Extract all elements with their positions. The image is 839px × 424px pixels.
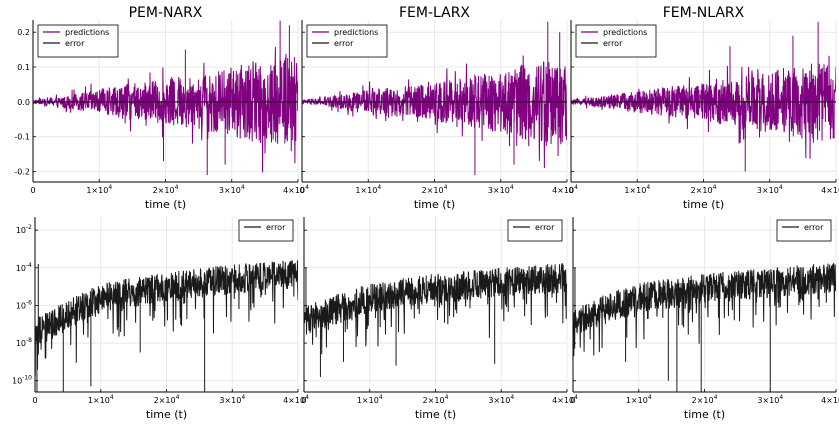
chart-panel-1: 0 1×104 2×104 3×104 4×104 -0.2 -0.1 0.0 0.1 0.2 PE…: [14, 5, 309, 211]
x-tick-label: 2×104: [692, 394, 718, 405]
x-tick-label: 1×104: [624, 184, 650, 195]
plot-area: [304, 263, 567, 377]
y-tick-label: 0.0: [17, 98, 30, 107]
legend: predictions error: [306, 24, 388, 58]
x-tick-label: 1×104: [88, 394, 114, 405]
legend-box: [37, 24, 119, 58]
x-tick-label: 3×104: [219, 394, 245, 405]
plot-area: [33, 20, 298, 176]
x-tick-label: 4×104: [821, 394, 839, 405]
plot-area: [573, 263, 836, 392]
x-tick-label: 4×104: [283, 394, 309, 405]
x-tick-label: 3×104: [757, 394, 783, 405]
x-tick-label: 4×104: [552, 394, 578, 405]
x-axis-label: time (t): [683, 198, 724, 211]
predictions-series-line: [571, 55, 836, 159]
x-tick-label: 3×104: [488, 184, 514, 195]
legend: error: [776, 219, 832, 242]
x-tick-label: 0: [568, 186, 573, 195]
x-tick-label: 2×104: [154, 394, 180, 405]
legend-box: [575, 24, 657, 58]
chart-panel-6: 0 1×104 2×104 3×104 4×104 time (t) error: [570, 217, 839, 421]
x-axis-label: time (t): [146, 408, 187, 421]
y-tick-label: 10-10: [12, 375, 32, 386]
x-tick-label: 3×104: [219, 184, 245, 195]
legend-label-error: error: [65, 39, 85, 48]
y-tick-label: 10-2: [16, 224, 32, 235]
y-tick-label: 0.2: [17, 28, 30, 37]
error-series-line: [304, 263, 567, 355]
x-tick-label: 3×104: [488, 394, 514, 405]
x-tick-label: 2×104: [422, 184, 448, 195]
x-tick-label: 0: [30, 186, 35, 195]
legend-label-predictions: predictions: [334, 28, 378, 37]
x-tick-label: 0: [32, 396, 37, 405]
legend-box: [238, 219, 294, 242]
legend: predictions error: [37, 24, 119, 58]
y-tick-label: 10-6: [16, 299, 32, 310]
plot-area: [302, 21, 567, 176]
x-tick-label: 4×104: [821, 184, 839, 195]
x-tick-label: 2×104: [691, 184, 717, 195]
y-tick-label: 10-8: [16, 337, 32, 348]
legend-label-error: error: [535, 223, 555, 232]
legend-box: [507, 219, 563, 242]
x-tick-label: 2×104: [153, 184, 179, 195]
x-axis-label: time (t): [145, 198, 186, 211]
legend-label-predictions: predictions: [603, 28, 647, 37]
x-tick-label: 3×104: [757, 184, 783, 195]
chart-title: FEM-LARX: [399, 5, 470, 21]
y-tick-label: -0.2: [14, 168, 30, 177]
error-series-line: [35, 260, 298, 376]
chart-panel-5: 0 1×104 2×104 3×104 4×104 time (t) error: [301, 217, 578, 421]
legend: predictions error: [575, 24, 657, 58]
legend: error: [238, 219, 294, 242]
x-axis-label: time (t): [414, 198, 455, 211]
chart-title: PEM-NARX: [129, 5, 203, 21]
legend-label-predictions: predictions: [65, 28, 109, 37]
chart-panel-2: 0 1×104 2×104 3×104 4×104 FEM-LARX time (t) pre…: [299, 5, 578, 211]
y-tick-label: 10-4: [16, 262, 32, 273]
legend-box: [776, 219, 832, 242]
legend: error: [507, 219, 563, 242]
plot-area: [571, 21, 836, 172]
x-axis-label: time (t): [415, 408, 456, 421]
y-tick-label: 0.1: [17, 63, 30, 72]
x-tick-label: 1×104: [355, 184, 381, 195]
legend-label-error: error: [603, 39, 623, 48]
x-tick-label: 0: [299, 186, 304, 195]
x-axis-label: time (t): [684, 408, 725, 421]
chart-title: FEM-NLARX: [663, 5, 745, 21]
legend-box: [306, 24, 388, 58]
chart-panel-4: 0 1×104 2×104 3×104 4×104 10-10 10-8 10-6 10-4 10…: [12, 217, 309, 421]
x-tick-label: 4×104: [552, 184, 578, 195]
x-tick-label: 2×104: [423, 394, 449, 405]
x-tick-label: 0: [301, 396, 306, 405]
legend-label-error: error: [334, 39, 354, 48]
error-series-line: [573, 263, 836, 365]
plot-area: [35, 260, 298, 392]
legend-label-error: error: [804, 223, 824, 232]
y-tick-label: -0.1: [14, 133, 30, 142]
x-tick-label: 4×104: [283, 184, 309, 195]
x-tick-label: 0: [570, 396, 575, 405]
chart-panel-3: 0 1×104 2×104 3×104 4×104 FEM-NLARX time (t) pr…: [568, 5, 839, 211]
x-tick-label: 1×104: [357, 394, 383, 405]
x-tick-label: 1×104: [626, 394, 652, 405]
legend-label-error: error: [266, 223, 286, 232]
x-tick-label: 1×104: [86, 184, 112, 195]
